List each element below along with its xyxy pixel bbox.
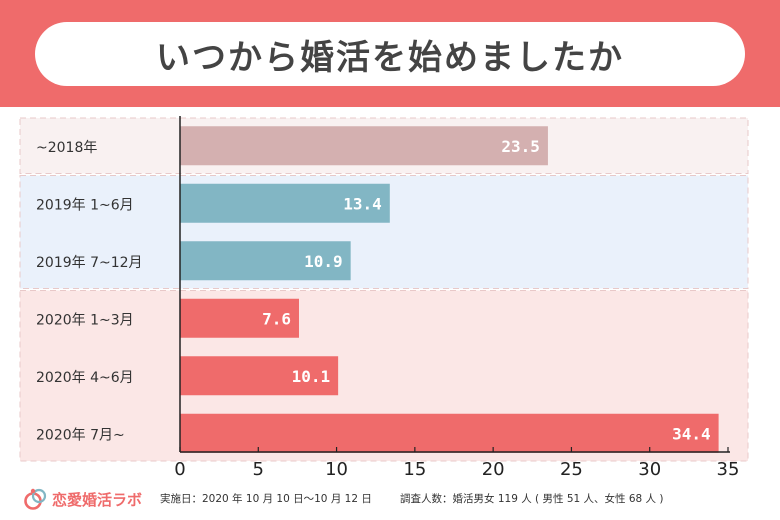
bar [180,413,719,453]
header-banner: いつから婚活を始めましたか [0,0,780,107]
bar-value-label: 7.6 [262,309,291,328]
bar-value-label: 13.4 [343,194,382,213]
bar [180,126,548,166]
brand-name: 恋愛婚活ラボ [52,490,143,509]
brand-logo: 恋愛婚活ラボ [22,486,142,512]
title-pill: いつから婚活を始めましたか [35,22,745,86]
bar [180,356,339,396]
bar-chart: 23.5 ~2018年 13.4 2019年 1~6月 10.9 2019年 7~12月 7… [19,116,749,480]
bar-value-label: 23.5 [501,137,540,156]
survey-date-note: 実施日：2020 年 10 月 10 日〜10 月 12 日 [160,493,372,505]
bar-value-label: 10.1 [292,367,331,386]
x-tick-label: 25 [560,459,583,480]
category-label: ~2018年 [36,140,97,156]
x-tick-label: 30 [638,459,661,480]
bar-value-label: 34.4 [672,424,711,443]
survey-people-note: 調査人数：婚活男女 119 人 ( 男性 51 人、女性 68 人 ) [400,493,664,505]
ring-icon [24,488,47,510]
x-tick-label: 15 [403,459,426,480]
category-label: 2020年 7月~ [36,427,125,443]
bar-value-label: 10.9 [304,252,343,271]
x-tick-label: 0 [174,459,185,480]
x-tick-label: 35 [717,459,740,480]
chart-title: いつから婚活を始めましたか [156,37,624,78]
x-tick-label: 10 [325,459,348,480]
bar [180,241,351,281]
category-label: 2019年 7~12月 [36,255,143,271]
footer: 恋愛婚活ラボ 実施日：2020 年 10 月 10 日〜10 月 12 日 調査… [0,480,780,520]
category-label: 2019年 1~6月 [36,197,134,213]
x-tick-label: 20 [482,459,505,480]
bar [180,298,299,338]
category-label: 2020年 4~6月 [36,370,134,386]
category-label: 2020年 1~3月 [36,312,134,328]
bar [180,183,390,223]
x-tick-label: 5 [253,459,264,480]
